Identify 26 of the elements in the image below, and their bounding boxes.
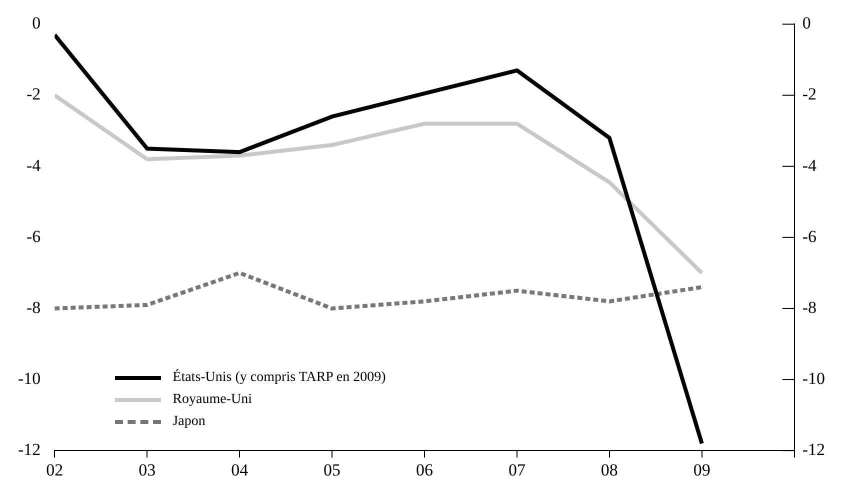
- y2-tick-label: -10: [802, 369, 826, 388]
- x-tick-label: 06: [416, 460, 433, 480]
- y2-tick-label: -2: [802, 84, 817, 104]
- y2-tick-label: -8: [802, 298, 817, 317]
- x-tick-label: 09: [693, 460, 710, 480]
- y-tick-label: -10: [18, 369, 41, 388]
- x-tick-label: 03: [138, 460, 156, 480]
- x-tick-label: 05: [324, 460, 341, 480]
- y-tick-label: 0: [32, 14, 41, 33]
- x-tick-label: 02: [46, 460, 64, 480]
- y-tick-label: -2: [26, 84, 41, 104]
- y-tick-label: -6: [26, 226, 41, 246]
- x-tick-label: 04: [231, 460, 249, 480]
- y2-tick-label: 0: [802, 14, 811, 33]
- y2-tick-label: -6: [802, 226, 817, 246]
- legend-label: Japon: [172, 414, 206, 430]
- x-tick-label: 07: [508, 460, 526, 480]
- y-tick-label: -12: [18, 440, 41, 460]
- y-tick-label: -4: [26, 156, 42, 175]
- y2-tick-label: -4: [802, 156, 817, 175]
- y-tick-label: -8: [26, 298, 41, 317]
- legend-label: États-Unis (y compris TARP en 2009): [172, 370, 386, 386]
- y2-tick-label: -12: [802, 440, 826, 460]
- line-series: [54, 270, 704, 310]
- legend-label: Royaume-Uni: [172, 392, 252, 408]
- x-tick-label: 08: [600, 460, 618, 480]
